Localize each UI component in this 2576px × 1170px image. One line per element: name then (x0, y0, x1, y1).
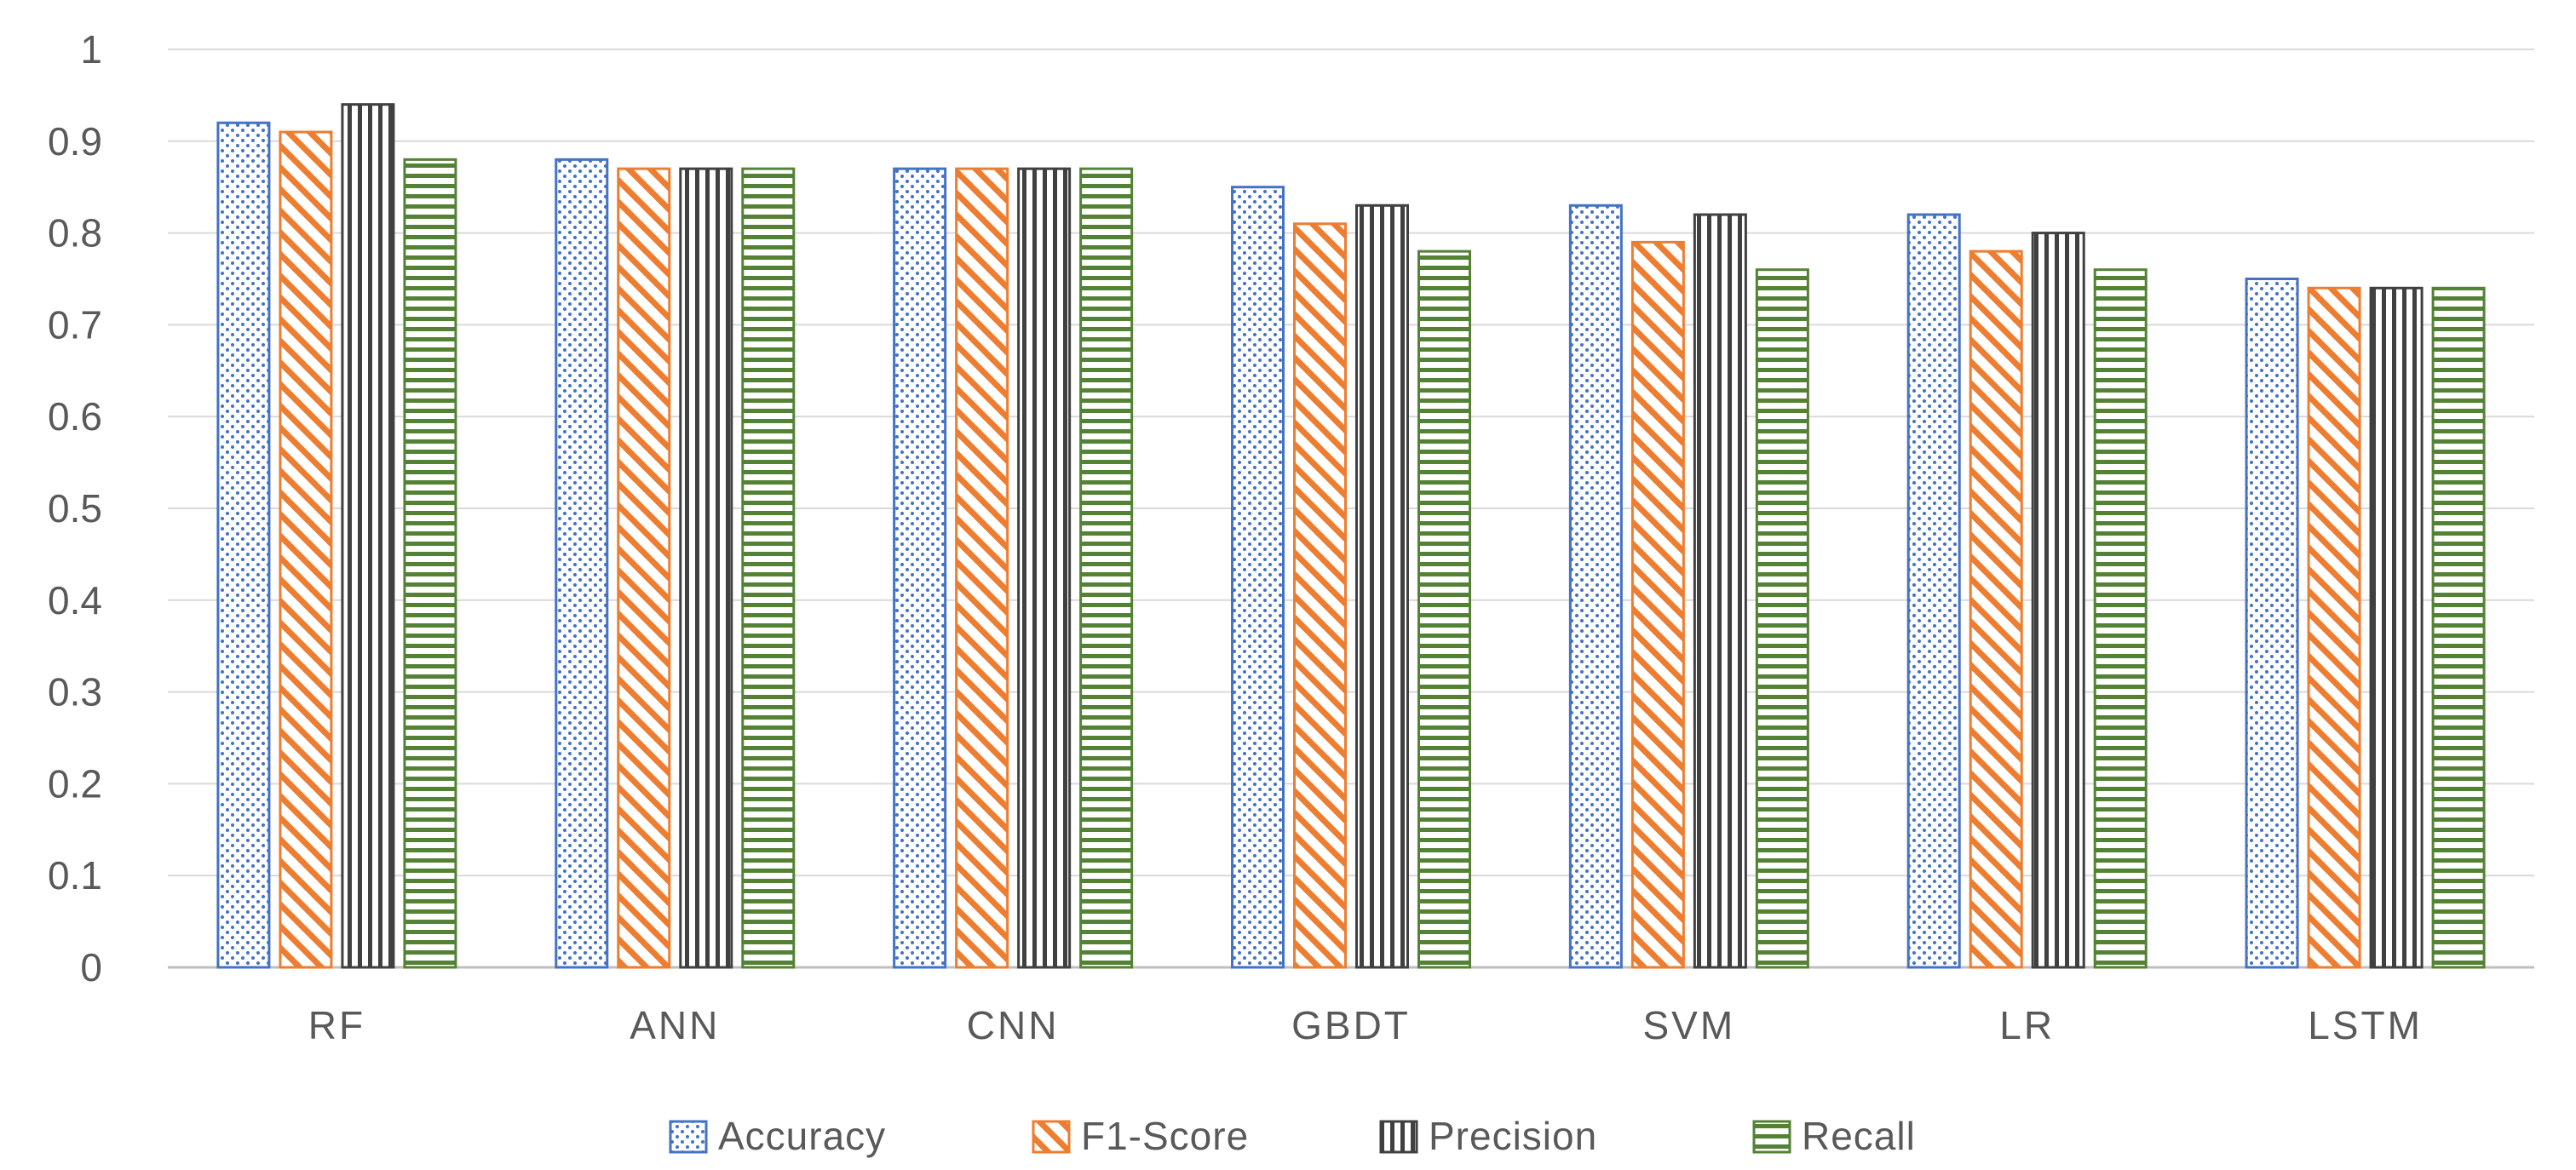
bar-precision-lstm (2369, 286, 2424, 969)
bar-accuracy-gbdt (1231, 186, 1285, 969)
y-tick-label: 0.1 (48, 853, 102, 898)
bar-recall-svm (1755, 268, 1809, 969)
bar-accuracy-rf (216, 121, 271, 969)
x-tick-label: GBDT (1291, 1003, 1411, 1047)
bar-f1-score-lstm (2307, 286, 2361, 969)
bar-precision-ann (679, 167, 733, 969)
x-tick-label: LSTM (2308, 1003, 2423, 1047)
y-tick-label: 0.2 (48, 761, 102, 806)
x-axis-ticks: RF ANN CNN GBDT SVM LR LSTM (308, 1003, 2423, 1047)
x-tick-label: SVM (1643, 1003, 1736, 1047)
y-tick-label: 0.8 (48, 211, 102, 255)
y-tick-label: 0 (80, 945, 102, 989)
bar-recall-lstm (2431, 286, 2486, 969)
bar-precision-cnn (1017, 167, 1072, 969)
bar-f1-score-cnn (955, 167, 1009, 969)
legend-swatch-f1-score (1032, 1120, 1071, 1154)
bar-accuracy-lstm (2245, 278, 2299, 969)
bar-recall-rf (403, 158, 457, 969)
legend-label: F1-Score (1081, 1114, 1249, 1158)
bar-accuracy-lr (1906, 213, 1961, 969)
bar-precision-rf (341, 103, 395, 969)
y-tick-label: 0.3 (48, 670, 102, 714)
gridlines (168, 49, 2534, 969)
y-tick-label: 1 (80, 27, 102, 72)
legend-label: Precision (1429, 1114, 1597, 1158)
bar-f1-score-gbdt (1293, 222, 1347, 969)
y-tick-label: 0.9 (48, 119, 102, 163)
x-tick-label: ANN (630, 1003, 720, 1047)
bar-f1-score-lr (1969, 249, 2023, 969)
bar-recall-gbdt (1417, 249, 1471, 969)
bar-accuracy-svm (1568, 204, 1623, 969)
bar-f1-score-rf (279, 130, 333, 969)
x-tick-label: RF (308, 1003, 365, 1047)
bar-recall-lr (2093, 268, 2148, 969)
legend: Accuracy F1-Score Precision Recall (669, 1114, 1916, 1158)
bar-f1-score-svm (1630, 240, 1685, 969)
x-tick-label: CNN (967, 1003, 1060, 1047)
bar-accuracy-cnn (893, 167, 947, 969)
legend-swatch-recall (1752, 1120, 1791, 1154)
legend-swatch-accuracy (669, 1120, 708, 1154)
bar-precision-lr (2031, 232, 2085, 969)
bar-f1-score-ann (617, 167, 671, 969)
bar-recall-cnn (1079, 167, 1134, 969)
legend-label: Recall (1802, 1114, 1916, 1158)
legend-swatch-precision (1379, 1120, 1418, 1154)
bar-accuracy-ann (555, 158, 609, 969)
y-tick-label: 0.5 (48, 486, 102, 531)
bar-recall-ann (741, 167, 796, 969)
legend-label: Accuracy (718, 1114, 886, 1158)
bar-precision-svm (1693, 213, 1747, 969)
bar-precision-gbdt (1355, 204, 1409, 969)
y-axis-ticks: 0 0.1 0.2 0.3 0.4 0.5 0.6 0.7 0.8 0.9 1 (48, 27, 102, 989)
y-tick-label: 0.6 (48, 394, 102, 439)
y-tick-label: 0.4 (48, 578, 102, 622)
bars (216, 103, 2486, 969)
x-tick-label: LR (1999, 1003, 2055, 1047)
y-tick-label: 0.7 (48, 302, 102, 347)
